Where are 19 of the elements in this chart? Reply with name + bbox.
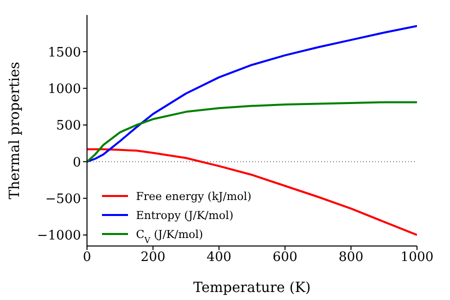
x-tick-label: 800	[338, 250, 364, 266]
y-tick-label: 500	[56, 118, 81, 134]
y-axis-title: Thermal properties	[6, 62, 23, 200]
y-tick-label: 1000	[48, 82, 81, 97]
y-tick-label: 1500	[48, 45, 81, 60]
y-tick-label: 0	[72, 155, 81, 170]
x-tick-label: 0	[82, 250, 92, 266]
x-axis-title: Temperature (K)	[193, 280, 311, 296]
line-series	[87, 25, 417, 163]
x-tick-label: 200	[140, 250, 166, 266]
legend-label: C$_{V}$ (J/K/mol)	[136, 228, 204, 245]
legend-label: Entropy (J/K/mol)	[136, 209, 234, 222]
x-tick-label: 1000	[400, 250, 434, 266]
x-tick-label: 400	[206, 250, 232, 266]
y-tick-label: −1000	[37, 228, 81, 244]
y-tick-label: −500	[45, 192, 81, 207]
legend-label: Free energy (kJ/mol)	[136, 190, 252, 203]
x-tick-label: 600	[272, 250, 298, 266]
line-series	[87, 101, 417, 163]
